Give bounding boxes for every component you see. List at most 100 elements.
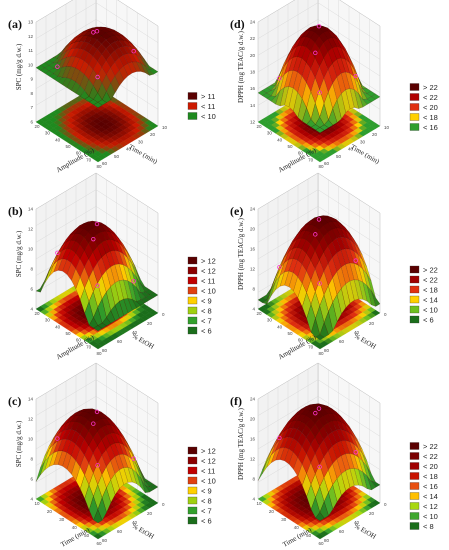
floor-cell bbox=[315, 156, 325, 163]
x-tick-label: 60 bbox=[76, 338, 82, 343]
x-tick-label: 10 bbox=[256, 501, 262, 506]
x-tick-label: 20 bbox=[256, 311, 262, 316]
design-point bbox=[313, 232, 318, 237]
surface bbox=[257, 23, 381, 133]
y-axis-title: % EtOH bbox=[131, 522, 156, 541]
legend-label: > 22 bbox=[423, 442, 438, 451]
design-point bbox=[316, 217, 322, 222]
z-tick-label: 14 bbox=[28, 397, 34, 402]
legend-label: < 18 bbox=[423, 286, 438, 295]
legend-swatch bbox=[409, 103, 420, 111]
legend-label: < 14 bbox=[423, 492, 438, 501]
legend-label: < 6 bbox=[423, 316, 434, 325]
legend-label: < 10 bbox=[201, 112, 216, 121]
surface-cell bbox=[315, 127, 325, 133]
design-point bbox=[316, 406, 322, 411]
y-axis-title: % EtOH bbox=[131, 332, 156, 351]
design-point bbox=[353, 258, 358, 263]
legend-swatch bbox=[409, 502, 420, 510]
x-tick-label: 50 bbox=[306, 533, 312, 538]
x-tick-label: 20 bbox=[34, 124, 40, 129]
design-point bbox=[277, 435, 282, 441]
y-tick-label: 0 bbox=[384, 312, 387, 317]
floor-cell bbox=[93, 533, 103, 540]
z-axis-title: DPPH (mg TEAC/g d.w.) bbox=[237, 407, 245, 480]
legend-swatch bbox=[187, 486, 198, 495]
x-tick-label: 60 bbox=[96, 541, 102, 546]
z-tick-label: 20 bbox=[250, 227, 256, 232]
legend: > 22< 22< 20< 18< 16 bbox=[409, 83, 438, 132]
x-tick-label: 10 bbox=[34, 501, 40, 506]
design-point bbox=[313, 410, 318, 416]
legend-swatch bbox=[409, 462, 420, 470]
x-tick-label: 50 bbox=[65, 144, 71, 149]
panel-label: (c) bbox=[8, 394, 21, 408]
z-tick-label: 16 bbox=[250, 86, 256, 91]
x-tick-label: 60 bbox=[298, 151, 304, 156]
z-axis-title: SPC (mg/g d.w.) bbox=[15, 420, 23, 467]
y-tick-label: 40 bbox=[354, 520, 360, 525]
chart-panel: 6 7 8 9 10 11 12 13 20 30 40 50 60 70 80 10 20 30 40 50 60 SP… bbox=[8, 0, 216, 174]
legend-label: < 9 bbox=[201, 297, 212, 306]
y-tick-label: 60 bbox=[102, 161, 108, 166]
z-tick-label: 4 bbox=[252, 307, 255, 312]
x-tick-label: 30 bbox=[281, 517, 287, 522]
legend-label: < 11 bbox=[201, 277, 215, 286]
legend-label: > 22 bbox=[423, 266, 438, 275]
x-tick-label: 30 bbox=[45, 131, 51, 136]
design-point bbox=[95, 463, 100, 468]
design-point bbox=[94, 409, 100, 415]
y-axis-title: Time (min) bbox=[127, 143, 159, 166]
x-tick-label: 50 bbox=[65, 331, 71, 336]
legend-label: < 11 bbox=[201, 467, 215, 476]
z-tick-label: 16 bbox=[250, 437, 256, 442]
z-axis-title: SPC (mg/g d.w.) bbox=[15, 43, 23, 90]
panel-label: (e) bbox=[230, 204, 243, 218]
legend-label: < 10 bbox=[201, 287, 216, 296]
y-tick-label: 10 bbox=[384, 125, 390, 130]
y-tick-label: 0 bbox=[162, 502, 165, 507]
y-tick-label: 60 bbox=[117, 339, 123, 344]
z-tick-label: 6 bbox=[30, 477, 33, 482]
x-tick-label: 70 bbox=[308, 157, 314, 162]
z-axis-title: SPC (mg/g d.w.) bbox=[15, 230, 23, 277]
x-tick-label: 80 bbox=[96, 351, 102, 356]
y-tick-label: 40 bbox=[132, 520, 138, 525]
design-point bbox=[131, 279, 136, 284]
x-tick-label: 60 bbox=[298, 338, 304, 343]
y-tick-label: 20 bbox=[369, 321, 375, 326]
legend-label: < 20 bbox=[423, 462, 438, 471]
z-tick-label: 6 bbox=[30, 120, 33, 125]
legend-swatch bbox=[409, 442, 420, 450]
z-tick-label: 10 bbox=[28, 437, 34, 442]
legend-label: < 6 bbox=[201, 517, 212, 526]
legend-swatch bbox=[187, 466, 198, 475]
legend-label: > 12 bbox=[201, 447, 216, 456]
z-tick-label: 12 bbox=[250, 457, 256, 462]
legend-label: > 11 bbox=[201, 92, 215, 101]
z-tick-label: 8 bbox=[252, 287, 255, 292]
design-point bbox=[91, 236, 96, 242]
panel-label: (a) bbox=[8, 17, 22, 31]
x-tick-label: 50 bbox=[287, 331, 293, 336]
design-point bbox=[131, 48, 136, 54]
x-tick-label: 80 bbox=[318, 164, 324, 169]
surface bbox=[35, 408, 159, 524]
z-tick-label: 8 bbox=[30, 457, 33, 462]
floor-cell bbox=[315, 533, 325, 540]
legend-swatch bbox=[409, 452, 420, 460]
x-tick-label: 60 bbox=[76, 151, 82, 156]
z-tick-label: 7 bbox=[30, 105, 33, 110]
x-tick-label: 30 bbox=[45, 318, 51, 323]
z-tick-label: 10 bbox=[28, 62, 34, 67]
y-tick-label: 60 bbox=[117, 529, 123, 534]
z-axis-title: DPPH (mg TEAC/g d.w.) bbox=[237, 217, 245, 290]
z-tick-label: 11 bbox=[28, 48, 33, 53]
z-tick-label: 10 bbox=[28, 247, 34, 252]
design-point bbox=[353, 73, 358, 79]
legend-label: < 22 bbox=[423, 452, 438, 461]
y-tick-label: 40 bbox=[354, 330, 360, 335]
y-tick-label: 30 bbox=[360, 139, 366, 144]
x-tick-label: 60 bbox=[318, 541, 324, 546]
